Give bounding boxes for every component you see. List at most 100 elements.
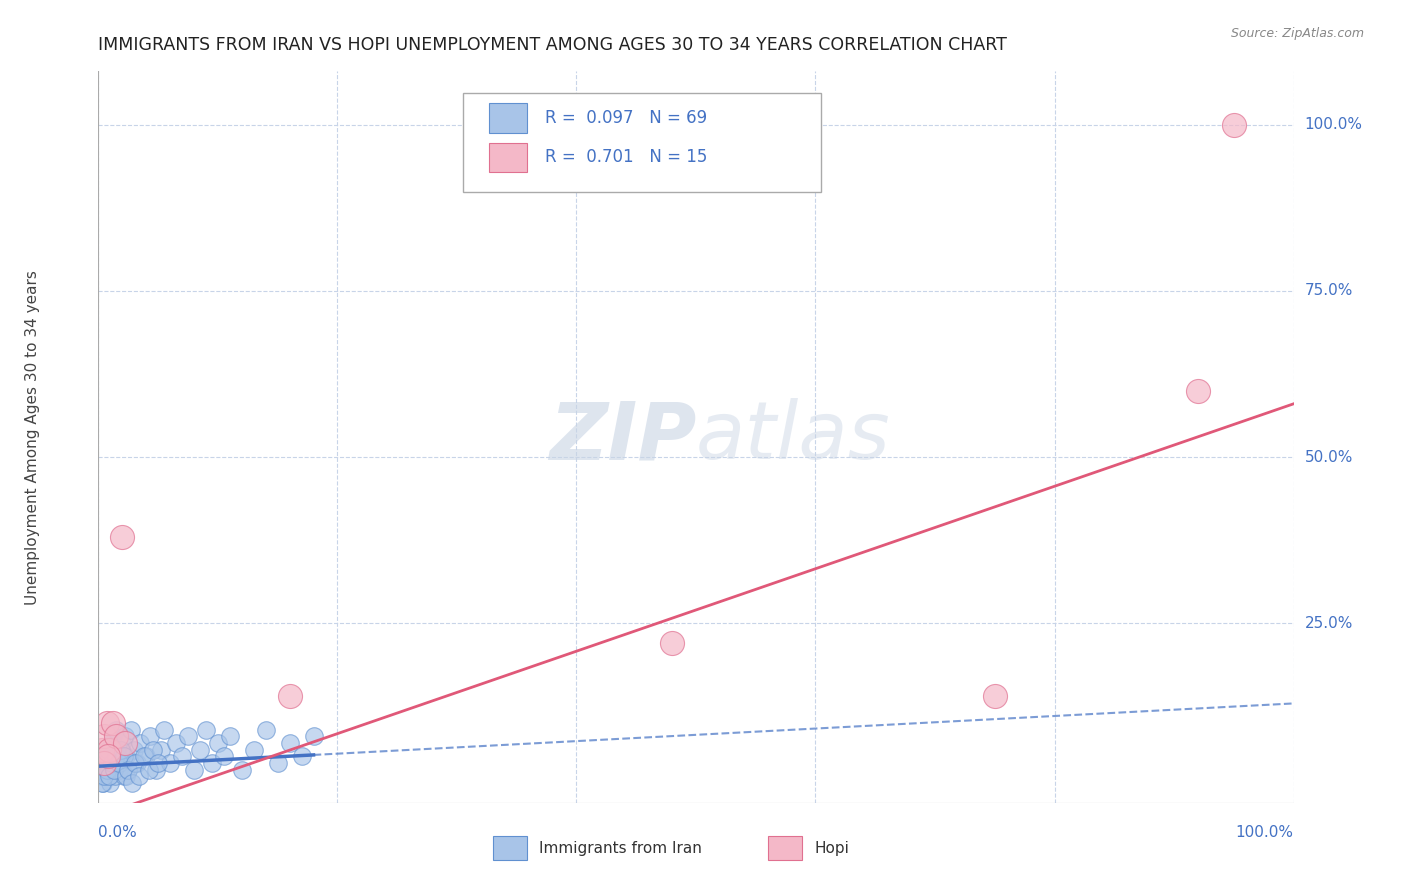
Point (105, 729, 128, 743)
Text: Unemployment Among Ages 30 to 34 years: Unemployment Among Ages 30 to 34 years (25, 269, 41, 605)
Text: 75.0%: 75.0% (1305, 284, 1353, 298)
Point (101, 716, 124, 731)
Point (267, 756, 290, 770)
Point (101, 729, 124, 743)
Point (112, 749, 135, 764)
Point (93, 729, 115, 743)
Point (212, 749, 235, 764)
Point (115, 749, 138, 764)
Text: 50.0%: 50.0% (1305, 450, 1353, 465)
Point (149, 742, 172, 756)
Point (110, 756, 132, 770)
Point (93, 756, 115, 770)
Point (104, 769, 127, 783)
Text: 0.0%: 0.0% (98, 825, 138, 839)
FancyBboxPatch shape (494, 837, 527, 860)
Point (302, 729, 325, 743)
Point (121, 776, 143, 790)
FancyBboxPatch shape (768, 837, 801, 860)
Point (124, 756, 146, 770)
Point (145, 763, 167, 777)
Point (112, 769, 135, 783)
Text: 25.0%: 25.0% (1305, 615, 1353, 631)
Point (97, 749, 120, 764)
Point (254, 723, 277, 737)
Point (132, 749, 155, 764)
Point (135, 749, 157, 764)
Text: 100.0%: 100.0% (1305, 117, 1362, 132)
Point (94, 756, 117, 770)
Point (125, 756, 148, 770)
Point (117, 763, 139, 777)
Text: 100.0%: 100.0% (1236, 825, 1294, 839)
Point (114, 736, 136, 750)
Point (231, 763, 253, 777)
Text: R =  0.701   N = 15: R = 0.701 N = 15 (546, 148, 707, 167)
Point (96, 716, 118, 731)
Text: ZIP: ZIP (548, 398, 696, 476)
Point (98, 763, 121, 777)
Text: IMMIGRANTS FROM IRAN VS HOPI UNEMPLOYMENT AMONG AGES 30 TO 34 YEARS CORRELATION : IMMIGRANTS FROM IRAN VS HOPI UNEMPLOYMEN… (98, 36, 1007, 54)
Point (105, 723, 128, 737)
Point (91, 776, 114, 790)
Point (96, 763, 118, 777)
Point (90, 769, 112, 783)
Point (172, 749, 194, 764)
Point (124, 742, 146, 756)
Point (108, 742, 131, 756)
Point (98, 769, 121, 783)
Point (100, 756, 122, 770)
Point (105, 749, 128, 764)
Point (114, 729, 136, 743)
Text: atlas: atlas (696, 398, 891, 476)
Point (111, 530, 134, 544)
Point (91, 776, 114, 790)
FancyBboxPatch shape (463, 94, 821, 192)
Point (93, 769, 115, 783)
Point (661, 636, 683, 650)
Point (100, 736, 122, 750)
Point (107, 756, 129, 770)
Text: Immigrants from Iran: Immigrants from Iran (538, 840, 702, 855)
Point (107, 749, 129, 764)
Point (115, 769, 138, 783)
Point (207, 736, 229, 750)
Point (195, 723, 218, 737)
Point (219, 729, 242, 743)
Point (120, 723, 142, 737)
FancyBboxPatch shape (489, 143, 527, 172)
Point (1223, 118, 1246, 132)
Point (148, 756, 170, 770)
Point (138, 763, 160, 777)
Point (91, 763, 114, 777)
Text: Hopi: Hopi (814, 840, 849, 855)
Point (103, 763, 125, 777)
Point (159, 756, 181, 770)
Point (98, 742, 121, 756)
Point (1187, 384, 1209, 398)
Point (183, 763, 205, 777)
Point (91, 742, 114, 756)
Point (188, 742, 211, 756)
Point (107, 763, 129, 777)
Point (111, 736, 134, 750)
Point (117, 763, 139, 777)
Text: R =  0.097   N = 69: R = 0.097 N = 69 (546, 109, 707, 127)
Point (243, 742, 266, 756)
Text: Source: ZipAtlas.com: Source: ZipAtlas.com (1230, 27, 1364, 40)
Point (110, 742, 132, 756)
Point (103, 756, 125, 770)
FancyBboxPatch shape (489, 103, 527, 133)
Point (291, 749, 314, 764)
Point (98, 776, 122, 790)
Point (153, 723, 176, 737)
Point (139, 729, 162, 743)
Point (984, 690, 1007, 704)
Point (129, 736, 152, 750)
Point (142, 742, 165, 756)
Point (97, 742, 120, 756)
Point (201, 756, 224, 770)
Point (278, 690, 301, 704)
Point (128, 769, 150, 783)
Point (93, 749, 115, 764)
